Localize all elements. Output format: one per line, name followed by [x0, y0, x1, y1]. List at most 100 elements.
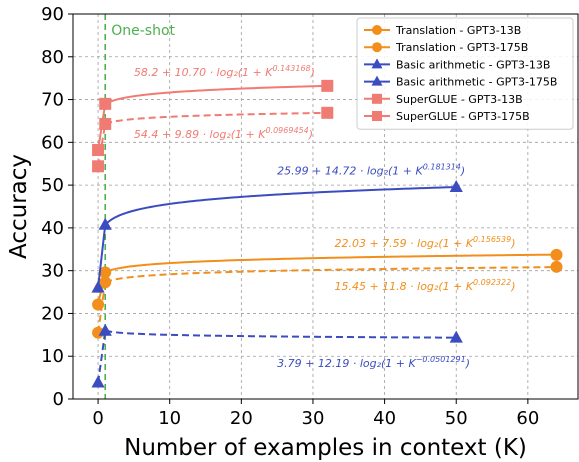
x-tick-label: 0: [92, 408, 103, 429]
data-point: [372, 25, 382, 35]
y-tick-label: 90: [41, 4, 64, 25]
series-group: [92, 260, 563, 339]
x-axis-label: Number of examples in context (K): [124, 435, 527, 461]
data-point: [99, 266, 112, 279]
fit-formula-tail: ): [460, 164, 465, 177]
y-tick-label: 60: [41, 132, 64, 153]
fit-formula-exponent: 0.0969454: [265, 126, 308, 135]
legend-entry: Basic arithmetic - GPT3-13B: [364, 58, 550, 71]
fit-formula-exponent: 0.092322: [473, 278, 511, 287]
fit-formula: 15.45 + 11.8 · log₂(1 + K0.092322): [334, 278, 515, 293]
fit-formula: 22.03 + 7.59 · log₂(1 + K0.156539): [334, 235, 515, 250]
data-point: [550, 248, 563, 261]
fit-formula-base: 22.03 + 7.59 · log₂(1 + K: [334, 237, 473, 250]
fit-curve: [104, 111, 328, 125]
fit-formula-base: 54.4 + 9.89 · log₂(1 + K: [134, 128, 266, 141]
fit-formula-base: 3.79 + 12.19 · log₂(1 + K: [277, 357, 416, 370]
series-group: [91, 323, 463, 388]
series-group: [92, 106, 334, 173]
fit-annotations: 58.2 + 10.70 · log₂(1 + K0.143168)54.4 +…: [134, 64, 516, 370]
x-tick-label: 30: [302, 408, 325, 429]
data-point: [98, 217, 112, 230]
y-tick-label: 40: [41, 218, 64, 239]
legend: Translation - GPT3-13B Translation - GPT3…: [356, 17, 574, 130]
fit-formula-base: 25.99 + 14.72 · log₂(1 + K: [277, 164, 423, 177]
fit-formula: 25.99 + 14.72 · log₂(1 + K0.181314): [277, 162, 465, 177]
y-axis-label: Accuracy: [6, 154, 32, 259]
legend-label: SuperGLUE - GPT3-13B: [396, 93, 523, 106]
y-tick-label: 20: [41, 303, 64, 324]
fit-formula-exponent: 0.181314: [423, 162, 461, 171]
fit-curve: [104, 84, 328, 106]
x-tick-label: 40: [373, 408, 396, 429]
fit-formula: 54.4 + 9.89 · log₂(1 + K0.0969454): [134, 126, 313, 141]
legend-entry: SuperGLUE - GPT3-13B: [364, 93, 523, 106]
fit-curve: [104, 186, 457, 226]
series-segment: [97, 103, 107, 151]
fit-curve: [105, 329, 457, 339]
series-group: [92, 79, 334, 157]
y-tick-label: 0: [53, 389, 64, 410]
x-tick-label: 20: [230, 408, 253, 429]
data-point: [550, 260, 563, 273]
legend-label: Translation - GPT3-175B: [395, 41, 528, 54]
y-tick-label: 30: [41, 261, 64, 282]
data-point: [449, 180, 463, 193]
y-tick-label: 80: [41, 47, 64, 68]
data-point: [371, 58, 383, 69]
series-segment: [97, 123, 107, 167]
fit-formula-tail: ): [510, 280, 515, 293]
legend-label: Translation - GPT3-13B: [395, 24, 521, 37]
data-point: [321, 106, 334, 119]
fit-formula-tail: ): [310, 66, 315, 79]
series: [91, 79, 563, 388]
legend-box: [356, 17, 574, 130]
data-point: [371, 75, 383, 86]
y-tick-label: 50: [41, 175, 64, 196]
data-point: [92, 144, 105, 157]
axes: 0 10 20 30 40 50 60 0 10 20 30 40 50 60 70 80 90: [41, 4, 539, 429]
legend-entry: Translation - GPT3-175B: [364, 41, 528, 54]
legend-label: Basic arithmetic - GPT3-175B: [396, 76, 557, 89]
y-tick-label: 70: [41, 90, 64, 111]
fit-formula-exponent: 0.143168: [272, 64, 310, 73]
series-group: [91, 180, 463, 293]
series-segment: [97, 224, 107, 288]
data-point: [372, 93, 382, 104]
series-group: [92, 248, 563, 311]
data-point: [92, 160, 105, 173]
fit-curve: [104, 266, 557, 284]
data-point: [99, 97, 112, 110]
x-tick-label: 10: [158, 408, 181, 429]
fit-curve: [104, 253, 557, 274]
legend-entry: SuperGLUE - GPT3-175B: [364, 110, 530, 123]
fit-formula-base: 58.2 + 10.70 · log₂(1 + K: [134, 66, 273, 79]
fit-formula-exponent: 0.156539: [473, 235, 511, 244]
series-segment: [97, 330, 107, 383]
one-shot-label: One-shot: [111, 23, 175, 39]
legend-label: SuperGLUE - GPT3-175B: [396, 110, 530, 123]
fit-formula-tail: ): [510, 237, 515, 250]
legend-entry: Translation - GPT3-13B: [364, 24, 521, 37]
fit-formula: 58.2 + 10.70 · log₂(1 + K0.143168): [134, 64, 315, 79]
data-point: [449, 330, 463, 343]
fit-formula-tail: ): [465, 357, 470, 370]
legend-label: Basic arithmetic - GPT3-13B: [396, 58, 550, 71]
x-tick-label: 50: [445, 408, 468, 429]
legend-entry: Basic arithmetic - GPT3-175B: [364, 75, 557, 89]
data-point: [92, 298, 105, 311]
fit-formula-exponent: −0.0501291: [416, 355, 466, 364]
data-point: [91, 280, 105, 293]
data-point: [372, 111, 382, 121]
data-point: [372, 42, 382, 53]
data-point: [91, 375, 105, 388]
fit-formula-base: 15.45 + 11.8 · log₂(1 + K: [334, 280, 473, 293]
fit-formula: 3.79 + 12.19 · log₂(1 + K−0.0501291): [277, 355, 470, 370]
fit-formula-tail: ): [308, 128, 313, 141]
plot-frame: [72, 13, 579, 400]
y-tick-label: 10: [41, 346, 64, 367]
x-tick-label: 60: [516, 408, 539, 429]
data-point: [321, 79, 334, 92]
